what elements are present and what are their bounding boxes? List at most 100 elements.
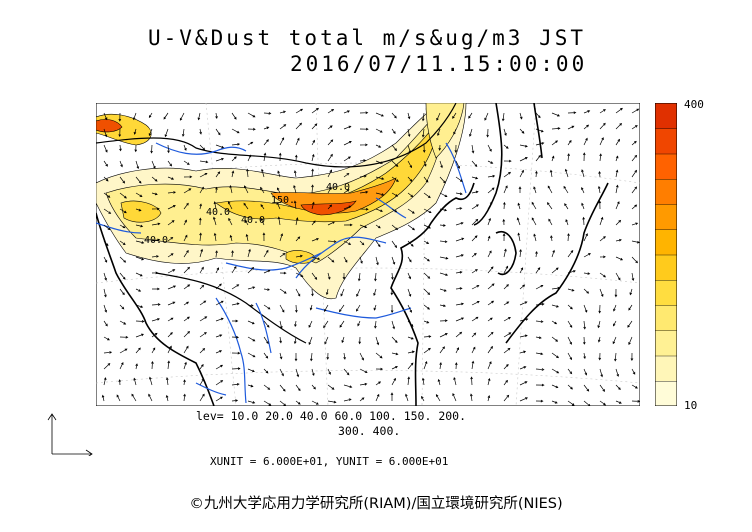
wind-arrow-icon <box>439 346 445 354</box>
wind-arrow-icon <box>487 160 494 164</box>
wind-arrow-icon <box>309 304 313 311</box>
wind-arrow-icon <box>613 304 617 312</box>
wind-arrow-icon <box>359 256 363 264</box>
wind-arrow-icon <box>150 144 153 154</box>
wind-arrow-icon <box>295 122 303 130</box>
wind-arrow-icon <box>391 352 399 356</box>
wind-arrow-icon <box>535 284 544 290</box>
wind-arrow-icon <box>407 160 412 169</box>
wind-arrow-icon <box>503 144 509 149</box>
wind-arrow-icon <box>311 123 318 130</box>
wind-arrow-icon <box>231 156 237 162</box>
wind-arrow-icon <box>455 302 465 306</box>
wind-arrow-icon <box>103 224 111 231</box>
wind-arrow-icon <box>308 336 313 346</box>
wind-arrow-icon <box>227 201 233 210</box>
wind-arrow-icon <box>535 320 544 323</box>
wind-arrow-icon <box>390 392 394 401</box>
colorbar <box>655 103 677 406</box>
wind-arrow-icon <box>503 332 512 338</box>
wind-arrow-icon <box>439 319 448 323</box>
wind-arrow-icon <box>423 304 430 310</box>
wind-arrow-icon <box>439 333 448 338</box>
wind-arrow-icon <box>359 224 368 229</box>
wind-arrow-icon <box>327 186 332 194</box>
wind-arrow-icon <box>583 272 591 275</box>
wind-arrow-icon <box>119 144 122 152</box>
wind-arrow-icon <box>295 288 301 297</box>
wind-arrow-icon <box>501 112 505 122</box>
wind-arrow-icon <box>439 224 446 227</box>
wind-arrow-icon <box>567 320 573 328</box>
wind-arrow-icon <box>263 384 271 390</box>
wind-arrow-icon <box>358 336 362 345</box>
wind-arrow-icon <box>151 347 156 354</box>
wind-arrow-icon <box>455 254 464 258</box>
wind-arrow-icon <box>519 334 528 338</box>
wind-arrow-icon <box>279 400 287 406</box>
colorbar-step <box>655 153 677 180</box>
wind-arrow-icon <box>356 304 361 312</box>
wind-arrow-icon <box>183 361 187 370</box>
wind-arrow-icon <box>535 399 544 403</box>
wind-arrow-icon <box>391 256 396 265</box>
wind-arrow-icon <box>503 128 507 137</box>
wind-arrow-icon <box>421 112 425 122</box>
wind-arrow-icon <box>151 238 161 242</box>
wind-arrow-icon <box>247 266 255 274</box>
wind-arrow-icon <box>565 219 569 226</box>
wind-arrow-icon <box>631 186 638 194</box>
wind-arrow-icon <box>535 383 545 387</box>
wind-arrow-icon <box>245 219 249 226</box>
wind-arrow-icon <box>325 288 329 296</box>
wind-arrow-icon <box>231 399 239 402</box>
wind-arrow-icon <box>247 286 256 290</box>
wind-arrow-icon <box>375 352 383 359</box>
map-title: U-V&Dust total m/s&ug/m3 JST <box>148 26 587 50</box>
wind-arrow-icon <box>338 304 345 313</box>
wind-arrow-icon <box>231 367 241 370</box>
wind-arrow-icon <box>199 232 202 242</box>
wind-arrow-icon <box>103 112 108 121</box>
wind-arrow-icon <box>231 250 234 258</box>
colorbar-step <box>655 103 677 129</box>
wind-arrow-icon <box>263 320 270 328</box>
wind-arrow-icon <box>631 108 640 114</box>
wind-arrow-icon <box>263 400 272 406</box>
wind-arrow-icon <box>327 108 335 114</box>
wind-arrow-icon <box>470 376 473 386</box>
wind-arrow-icon <box>215 283 222 290</box>
wind-arrow-icon <box>135 363 139 370</box>
wind-arrow-icon <box>183 393 186 402</box>
wind-arrow-icon <box>183 379 186 386</box>
wind-arrow-icon <box>277 170 281 178</box>
wind-arrow-icon <box>631 400 640 403</box>
wind-arrow-icon <box>215 364 224 370</box>
wind-arrow-icon <box>135 347 141 354</box>
contour-label: 40.0 <box>326 182 350 193</box>
wind-arrow-icon <box>215 267 220 274</box>
wind-arrow-icon <box>247 248 251 258</box>
wind-arrow-icon <box>215 128 221 136</box>
wind-arrow-icon <box>439 240 448 244</box>
wind-arrow-icon <box>407 208 415 214</box>
wind-arrow-icon <box>342 273 346 280</box>
wind-arrow-icon <box>598 170 601 178</box>
wind-arrow-icon <box>628 336 633 346</box>
wind-arrow-icon <box>231 265 237 274</box>
wind-arrow-icon <box>422 144 426 153</box>
wind-arrow-icon <box>567 400 575 406</box>
wind-arrow-icon <box>231 170 235 178</box>
wind-arrow-icon <box>599 272 606 278</box>
wind-arrow-icon <box>244 185 249 194</box>
wind-arrow-icon <box>551 249 555 258</box>
wind-arrow-icon <box>311 400 319 405</box>
wind-arrow-icon <box>550 235 553 242</box>
wind-arrow-icon <box>278 152 282 162</box>
wind-arrow-icon <box>132 112 137 121</box>
wind-arrow-icon <box>407 288 412 297</box>
wind-arrow-icon <box>375 128 383 133</box>
wind-arrow-icon <box>455 347 460 354</box>
wind-arrow-icon <box>103 362 111 370</box>
wind-arrow-icon <box>260 217 265 226</box>
